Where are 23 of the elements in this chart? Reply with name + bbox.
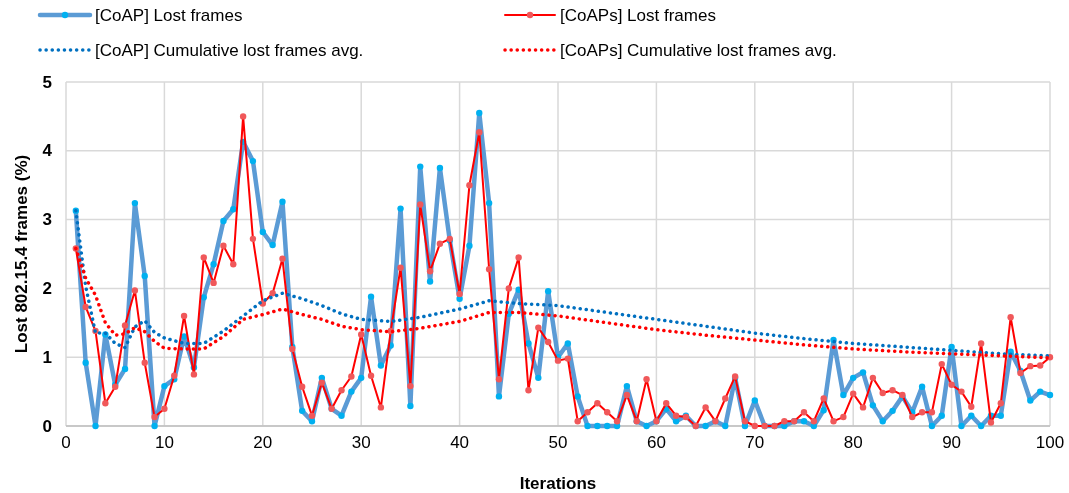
x-tick-label: 100 bbox=[1035, 433, 1065, 452]
legend-label: [CoAP] Cumulative lost frames avg. bbox=[95, 40, 364, 60]
legend-label: [CoAPs] Lost frames bbox=[560, 5, 716, 25]
x-tick-label: 60 bbox=[646, 433, 666, 452]
x-axis-title: Iterations bbox=[519, 474, 597, 493]
y-tick-label: 4 bbox=[42, 141, 53, 161]
y-axis-title: Lost 802.15.4 frames (%) bbox=[12, 154, 31, 354]
y-tick-label: 0 bbox=[42, 416, 52, 436]
x-tick-label: 50 bbox=[548, 433, 568, 452]
x-tick-label: 40 bbox=[450, 433, 470, 452]
x-tick-label: 80 bbox=[843, 433, 863, 452]
y-tick-label: 3 bbox=[42, 210, 52, 230]
legend-label: [CoAP] Lost frames bbox=[95, 5, 243, 25]
x-tick-label: 30 bbox=[351, 433, 371, 452]
x-tick-label: 20 bbox=[253, 433, 273, 452]
legend-label: [CoAPs] Cumulative lost frames avg. bbox=[560, 40, 837, 60]
x-tick-label: 90 bbox=[942, 433, 962, 452]
y-tick-label: 2 bbox=[42, 278, 52, 298]
y-tick-label: 1 bbox=[42, 347, 52, 367]
x-tick-label: 70 bbox=[745, 433, 765, 452]
x-tick-label: 0 bbox=[61, 433, 71, 452]
y-tick-label: 5 bbox=[42, 72, 52, 92]
x-tick-label: 10 bbox=[154, 433, 174, 452]
